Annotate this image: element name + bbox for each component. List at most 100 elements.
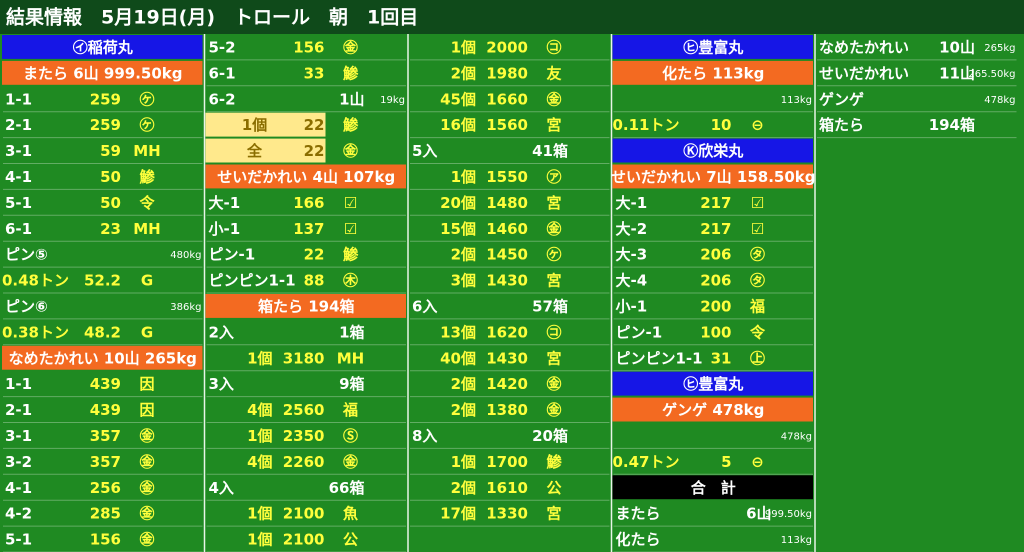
cell-text: 59 [100, 142, 121, 160]
cell-text: せいだかれい 7山 158.50kg [611, 168, 815, 186]
cell-text: 1430 [486, 349, 528, 367]
cell-text: 217 [700, 220, 731, 238]
cell-text: 259 [90, 116, 121, 134]
cell-text: 33 [304, 64, 325, 82]
cell-text: ピン-1 [209, 246, 256, 264]
cell-text: 4個 [247, 453, 272, 471]
cell-text: ㊎ [546, 90, 561, 108]
row-band [2, 345, 203, 370]
row-band [612, 371, 813, 396]
cell-text: ㊎ [139, 531, 154, 549]
cell-text: ㋪豊富丸 [683, 375, 744, 393]
cell-text: 88 [304, 272, 325, 290]
cell-text: 439 [90, 375, 121, 393]
cell-text: ⊖ [751, 453, 764, 471]
cell-text: 1610 [486, 479, 528, 497]
cell-text: 5-2 [209, 38, 236, 56]
row-band [612, 397, 813, 422]
cell-text: 20個 [440, 194, 476, 212]
cell-text: 17個 [440, 505, 476, 523]
cell-text: 3-2 [5, 453, 32, 471]
cell-text: ㋪豊富丸 [683, 38, 744, 56]
cell-text: 1620 [486, 323, 528, 341]
board-title: 結果情報 5月19日(月) トロール 朝 1回目 [6, 6, 418, 29]
cell-text: ☑ [344, 194, 357, 212]
cell-text: 156 [90, 531, 121, 549]
cell-text: 137 [293, 220, 324, 238]
cell-text: 令 [139, 194, 155, 212]
row-band [205, 164, 406, 189]
cell-text: 6山 [746, 505, 771, 523]
cell-text: 魚 [343, 505, 358, 523]
cell-text: 8入 [412, 427, 437, 445]
cell-text: 3-1 [5, 427, 32, 445]
cell-text: 1個 [247, 531, 272, 549]
cell-text: MH [337, 349, 364, 367]
row-band [612, 35, 813, 59]
cell-text: またら [616, 505, 661, 523]
cell-text: ㊎ [546, 220, 561, 238]
cell-text: 1560 [486, 116, 528, 134]
cell-text: 1460 [486, 220, 528, 238]
cell-text: ☑ [751, 194, 764, 212]
cell-text: ゲンゲ [819, 90, 864, 108]
cell-text: 1660 [486, 90, 528, 108]
cell-text: 1個 [451, 453, 476, 471]
cell-text: 1個 [451, 168, 476, 186]
cell-text: 1980 [486, 64, 528, 82]
cell-text: 6-1 [209, 64, 236, 82]
cell-text: 4入 [209, 479, 234, 497]
cell-text: ピンピン1-1 [209, 272, 296, 290]
cell-text: ㊎ [343, 38, 358, 56]
row-band [2, 60, 203, 85]
cell-text: 大-1 [616, 194, 648, 212]
cell-text: 因 [139, 401, 154, 419]
cell-text: 22 [304, 246, 325, 264]
cell-text: 大-4 [616, 272, 648, 290]
cell-text: 22 [304, 116, 325, 134]
cell-text: 100 [700, 323, 731, 341]
cell-text: Ⓢ [343, 427, 358, 445]
cell-text: 化たら [616, 531, 661, 549]
cell-text: 2350 [283, 427, 325, 445]
cell-text: 5入 [412, 142, 437, 160]
cell-text: ㊎ [546, 375, 561, 393]
cell-text: 5-1 [5, 531, 32, 549]
cell-text: 5 [721, 453, 731, 471]
cell-text: 22 [304, 142, 325, 160]
cell-text: 113kg [781, 95, 812, 106]
cell-text: 鯵 [343, 116, 359, 134]
row-band [2, 35, 203, 59]
cell-text: ㊎ [343, 453, 358, 471]
cell-text: ㊎ [139, 505, 154, 523]
cell-text: ピン-1 [616, 323, 663, 341]
cell-text: 265kg [984, 43, 1015, 54]
cell-text: 宮 [546, 505, 561, 523]
cell-text: 宮 [546, 116, 561, 134]
cell-text: 50 [100, 194, 121, 212]
cell-text: 3180 [283, 349, 325, 367]
cell-text: ㋘ [139, 116, 154, 134]
cell-text: 480kg [170, 250, 201, 261]
cell-text: ピン⑤ [5, 246, 48, 264]
row-band [205, 294, 406, 318]
cell-text: ㊎ [139, 479, 154, 497]
cell-text: 113kg [781, 535, 812, 546]
cell-text: ゲンゲ 478kg [662, 401, 764, 419]
cell-text: 小-1 [616, 297, 648, 315]
cell-text: 1-1 [5, 90, 32, 108]
cell-text: 令 [750, 323, 766, 341]
cell-text: 50 [100, 168, 121, 186]
cell-text: 1700 [486, 453, 528, 471]
cell-text: ピン⑥ [5, 297, 48, 315]
cell-text: 化たら 113kg [662, 64, 764, 82]
title-bar [0, 0, 1024, 34]
cell-text: MH [133, 220, 160, 238]
cell-text: 1個 [247, 349, 272, 367]
cell-text: ㊎ [139, 453, 154, 471]
cell-text: 0.11トン [612, 116, 679, 134]
cell-text: 1個 [247, 505, 272, 523]
cell-text: ㊎ [546, 401, 561, 419]
cell-text: ⊖ [751, 116, 764, 134]
